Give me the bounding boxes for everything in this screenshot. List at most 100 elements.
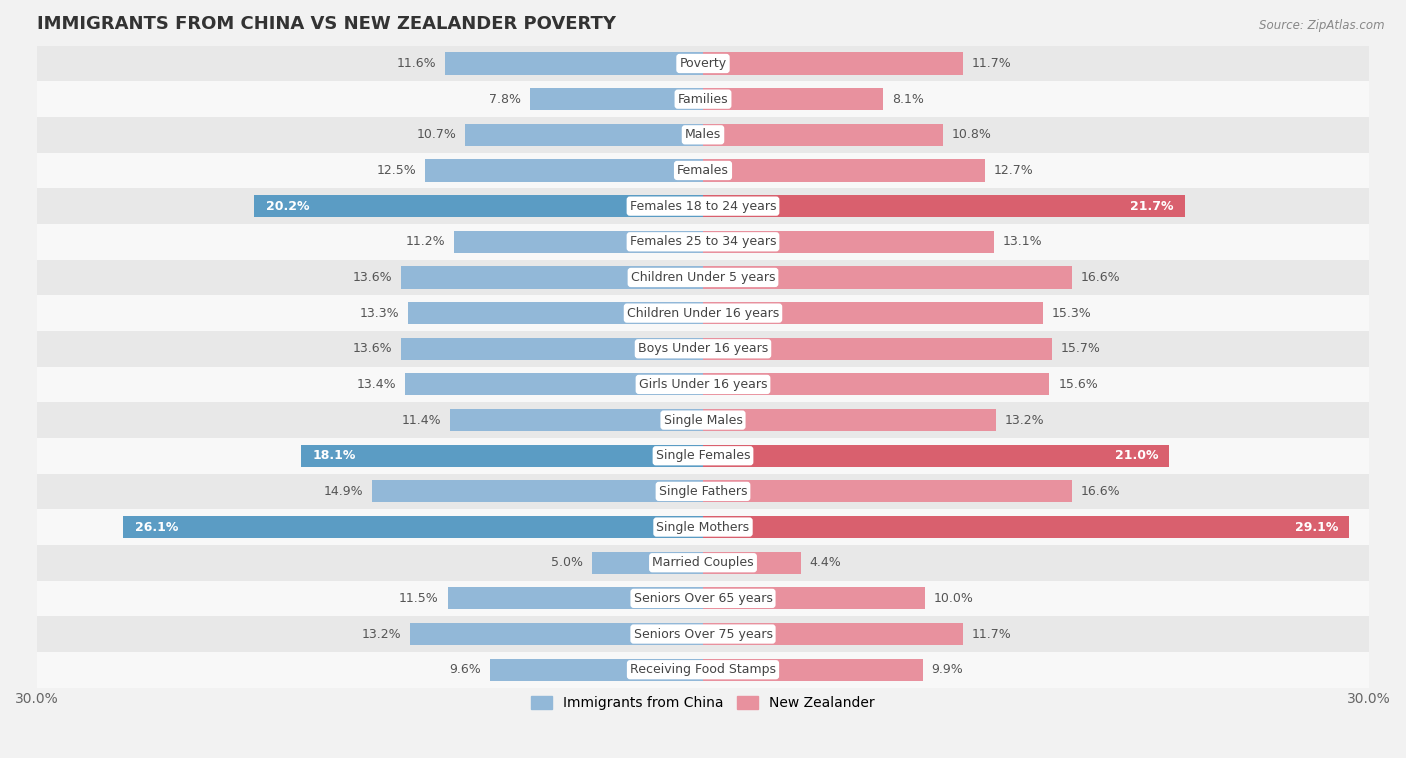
Text: Boys Under 16 years: Boys Under 16 years (638, 343, 768, 356)
Text: Children Under 5 years: Children Under 5 years (631, 271, 775, 284)
Legend: Immigrants from China, New Zealander: Immigrants from China, New Zealander (526, 691, 880, 716)
Bar (37, 260, 1369, 296)
Bar (37, 152, 1369, 188)
Bar (37, 45, 1369, 81)
Bar (703, 52, 963, 74)
Text: 16.6%: 16.6% (1080, 485, 1121, 498)
Text: 13.3%: 13.3% (359, 306, 399, 320)
Text: Females 25 to 34 years: Females 25 to 34 years (630, 235, 776, 249)
Text: 13.2%: 13.2% (361, 628, 401, 641)
Text: 16.6%: 16.6% (1080, 271, 1121, 284)
Bar (37, 331, 1369, 367)
Text: Poverty: Poverty (679, 57, 727, 70)
Text: 13.6%: 13.6% (353, 271, 392, 284)
Text: 11.4%: 11.4% (401, 414, 441, 427)
Text: 13.4%: 13.4% (357, 378, 396, 391)
Bar (703, 159, 986, 181)
Bar (37, 367, 1369, 402)
Bar (373, 481, 703, 503)
Bar (37, 509, 1369, 545)
Bar (703, 659, 922, 681)
Text: 12.5%: 12.5% (377, 164, 416, 177)
Bar (37, 545, 1369, 581)
Text: 15.6%: 15.6% (1059, 378, 1098, 391)
Bar (703, 124, 943, 146)
Text: 14.9%: 14.9% (323, 485, 363, 498)
Bar (37, 616, 1369, 652)
Text: Single Females: Single Females (655, 449, 751, 462)
Text: 11.7%: 11.7% (972, 57, 1011, 70)
Bar (703, 409, 995, 431)
Bar (37, 117, 1369, 152)
Bar (703, 445, 1170, 467)
Text: 13.6%: 13.6% (353, 343, 392, 356)
Text: Single Fathers: Single Fathers (659, 485, 747, 498)
Text: 11.2%: 11.2% (406, 235, 446, 249)
Text: 13.2%: 13.2% (1005, 414, 1045, 427)
Text: Females 18 to 24 years: Females 18 to 24 years (630, 199, 776, 213)
Bar (37, 296, 1369, 331)
Text: 9.6%: 9.6% (449, 663, 481, 676)
Text: 10.0%: 10.0% (934, 592, 974, 605)
Bar (401, 266, 703, 289)
Bar (37, 438, 1369, 474)
Text: 20.2%: 20.2% (266, 199, 309, 213)
Bar (124, 516, 703, 538)
Bar (465, 124, 703, 146)
Text: 15.3%: 15.3% (1052, 306, 1091, 320)
Text: IMMIGRANTS FROM CHINA VS NEW ZEALANDER POVERTY: IMMIGRANTS FROM CHINA VS NEW ZEALANDER P… (37, 15, 616, 33)
Text: 5.0%: 5.0% (551, 556, 583, 569)
Bar (592, 552, 703, 574)
Bar (703, 302, 1043, 324)
Text: 7.8%: 7.8% (489, 92, 522, 105)
Text: Males: Males (685, 128, 721, 141)
Bar (401, 338, 703, 360)
Text: 10.7%: 10.7% (416, 128, 457, 141)
Bar (37, 402, 1369, 438)
Bar (703, 266, 1071, 289)
Text: 9.9%: 9.9% (932, 663, 963, 676)
Text: Single Mothers: Single Mothers (657, 521, 749, 534)
Text: Seniors Over 75 years: Seniors Over 75 years (634, 628, 772, 641)
Bar (37, 224, 1369, 260)
Text: 15.7%: 15.7% (1060, 343, 1101, 356)
Text: 18.1%: 18.1% (312, 449, 356, 462)
Bar (489, 659, 703, 681)
Text: Families: Families (678, 92, 728, 105)
Bar (37, 81, 1369, 117)
Bar (703, 623, 963, 645)
Bar (446, 52, 703, 74)
Text: Receiving Food Stamps: Receiving Food Stamps (630, 663, 776, 676)
Bar (703, 516, 1350, 538)
Bar (426, 159, 703, 181)
Bar (37, 474, 1369, 509)
Bar (450, 409, 703, 431)
Bar (703, 481, 1071, 503)
Bar (703, 552, 800, 574)
Bar (37, 188, 1369, 224)
Bar (37, 652, 1369, 688)
Text: 29.1%: 29.1% (1295, 521, 1339, 534)
Text: Source: ZipAtlas.com: Source: ZipAtlas.com (1260, 19, 1385, 32)
Text: 13.1%: 13.1% (1002, 235, 1042, 249)
Bar (530, 88, 703, 110)
Bar (703, 587, 925, 609)
Bar (703, 374, 1049, 396)
Text: Seniors Over 65 years: Seniors Over 65 years (634, 592, 772, 605)
Bar (703, 195, 1185, 218)
Bar (703, 88, 883, 110)
Bar (703, 230, 994, 253)
Bar (408, 302, 703, 324)
Bar (454, 230, 703, 253)
Text: 26.1%: 26.1% (135, 521, 179, 534)
Text: 12.7%: 12.7% (994, 164, 1033, 177)
Text: Girls Under 16 years: Girls Under 16 years (638, 378, 768, 391)
Bar (405, 374, 703, 396)
Text: 11.7%: 11.7% (972, 628, 1011, 641)
Bar (301, 445, 703, 467)
Text: Single Males: Single Males (664, 414, 742, 427)
Bar (254, 195, 703, 218)
Text: 11.6%: 11.6% (396, 57, 436, 70)
Text: 21.7%: 21.7% (1130, 199, 1174, 213)
Text: 11.5%: 11.5% (399, 592, 439, 605)
